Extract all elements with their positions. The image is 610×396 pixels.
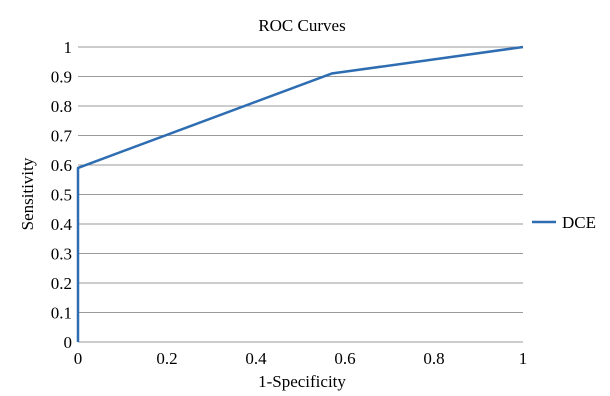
legend-label-dce: DCE — [562, 213, 596, 232]
x-tick-label: 0.6 — [334, 349, 355, 368]
y-axis-title: Sensitivity — [18, 157, 37, 230]
y-tick-label: 0.6 — [51, 156, 72, 175]
x-tick-label: 0.8 — [423, 349, 444, 368]
legend: DCE — [532, 213, 596, 232]
y-tick-label: 0.2 — [51, 274, 72, 293]
x-tick-label: 0.2 — [156, 349, 177, 368]
x-tick-label: 1 — [519, 349, 528, 368]
y-tick-label: 0.3 — [51, 245, 72, 264]
y-tick-label: 0.9 — [51, 68, 72, 87]
axis-layer: 0 0.1 0.2 0.3 0.4 0.5 0.6 0.7 0.8 0.9 1 0 0.2 0.4 0.6 0… — [51, 38, 528, 368]
chart-title: ROC Curves — [258, 16, 345, 35]
grid-layer — [78, 47, 523, 313]
x-axis-title: 1-Specificity — [258, 372, 346, 391]
x-tick-label: 0.4 — [245, 349, 267, 368]
y-tick-label: 0.5 — [51, 186, 72, 205]
y-tick-label: 1 — [64, 38, 73, 57]
y-tick-label: 0.1 — [51, 304, 72, 323]
y-tick-label: 0 — [64, 333, 73, 352]
y-tick-label: 0.7 — [51, 127, 73, 146]
y-tick-label: 0.8 — [51, 97, 72, 116]
x-tick-label: 0 — [74, 349, 83, 368]
y-tick-label: 0.4 — [51, 215, 73, 234]
